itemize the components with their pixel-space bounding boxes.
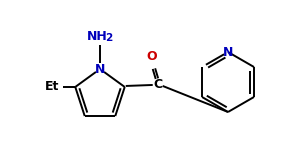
Text: N: N [95,62,105,76]
Text: C: C [153,78,162,91]
Text: N: N [223,46,233,59]
Text: O: O [146,50,157,64]
Text: Et: Et [45,80,59,93]
Text: NH: NH [87,30,107,42]
Text: 2: 2 [105,33,113,43]
